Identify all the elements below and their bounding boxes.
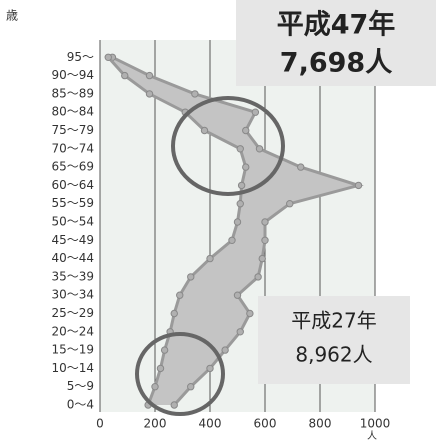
y-tick-label: 60〜64 [51,178,94,192]
y-tick-label: 45〜49 [51,233,94,247]
y-tick-label: 15〜19 [51,343,94,357]
plot: 0 200 400 600 800 1000 0〜4 5〜9 10〜14 15〜19 20〜24 25… [51,40,390,431]
callout-box [236,0,436,86]
y-tick-label: 35〜39 [51,269,94,283]
point [255,145,264,153]
point [242,163,250,171]
y-tick-label: 25〜29 [51,306,94,320]
point [242,126,250,135]
point [145,71,154,80]
point [170,401,178,409]
point [206,364,214,373]
y-tick-label: 20〜24 [51,324,94,338]
callout-box [258,296,410,384]
point [187,383,195,391]
y-tick-label: 80〜84 [51,105,94,119]
point [187,273,195,281]
point [236,328,244,336]
x-axis-title: 人 [367,430,377,441]
y-tick-label: 75〜79 [51,123,94,137]
point [286,200,294,208]
y-tick-label: 40〜44 [51,251,94,265]
point [236,200,244,208]
callout-total: 8,962人 [295,343,372,367]
y-tick-label: 65〜69 [51,160,94,174]
point [233,291,242,299]
y-tick-label: 95〜 [67,50,94,64]
x-tick-label: 1000 [360,417,391,431]
x-tick-label: 0 [96,417,104,431]
point [145,90,154,98]
point [237,181,246,190]
point [258,254,266,263]
point [254,273,262,281]
point [206,254,214,263]
highlight-circle [135,332,225,416]
y-tick-label: 5〜9 [67,379,94,393]
callout-title: 平成27年 [291,309,376,333]
y-tick-label: 0〜4 [67,398,94,412]
y-tick-label: 10〜14 [51,361,94,375]
point [121,71,129,80]
gap-fill [108,57,359,406]
point [297,163,305,171]
y-tick-label: 85〜89 [51,86,94,100]
callout-total: 7,698人 [280,48,392,79]
point [236,145,244,153]
point [233,218,242,226]
point [261,218,269,226]
callout-title: 平成47年 [277,9,396,41]
y-tick-label: 30〜34 [51,288,94,302]
point [160,346,169,354]
y-tick-label: 90〜94 [51,68,94,82]
y-axis-title: 歳 [6,9,18,23]
point [221,346,229,354]
y-tick-label: 55〜59 [51,196,94,210]
y-tick-label: 70〜74 [51,141,94,155]
point [228,236,236,245]
point [176,291,184,299]
point [246,309,254,318]
point [191,90,199,98]
y-tick-label: 50〜54 [51,215,94,229]
point [251,108,260,116]
x-tick-label: 200 [144,417,167,431]
point [151,383,159,391]
x-tick-label: 600 [254,417,277,431]
point [104,53,112,61]
highlight-circle [171,96,285,196]
point [261,236,269,245]
point [156,364,165,373]
x-tick-label: 800 [309,417,332,431]
point [170,309,178,318]
point [200,126,209,135]
x-tick-label: 400 [199,417,222,431]
point [354,181,363,190]
